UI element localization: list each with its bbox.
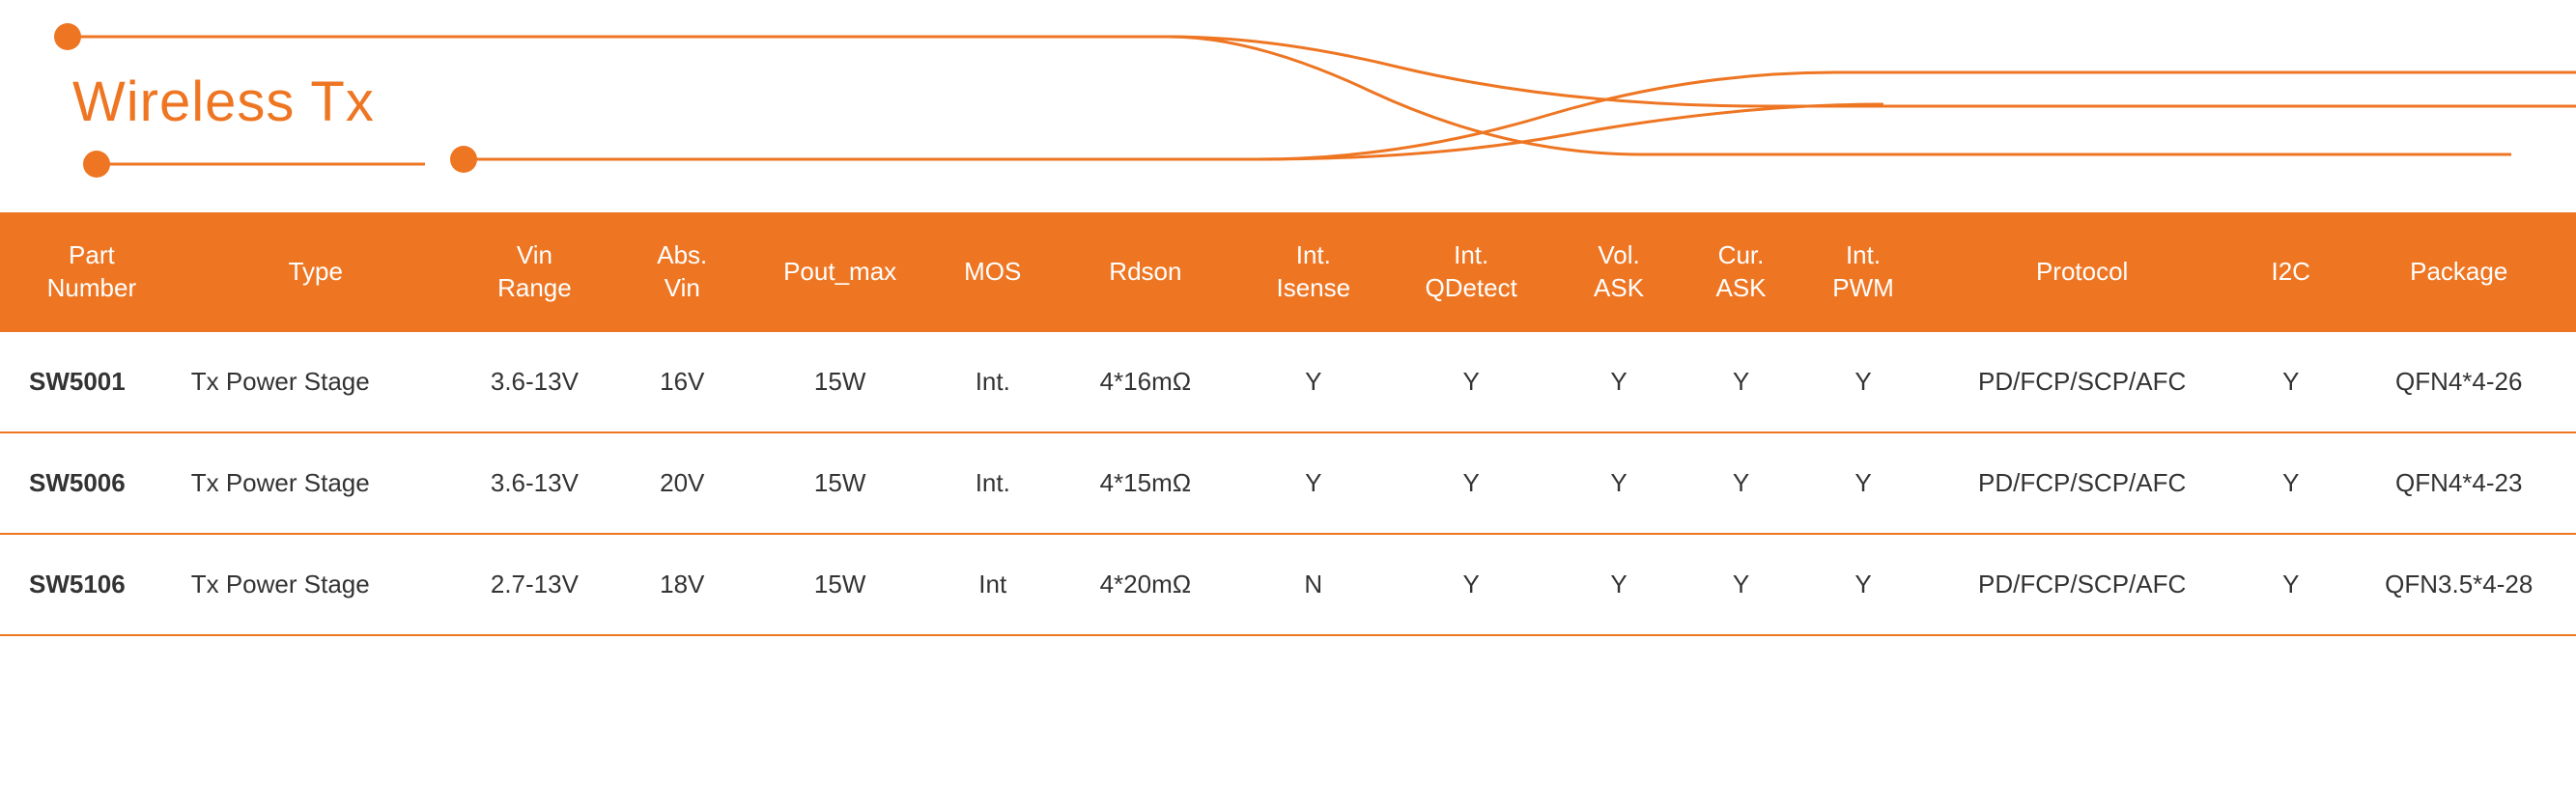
cell-part_number: SW5001: [0, 332, 184, 432]
decorative-trace-lines: [0, 0, 2576, 212]
cell-abs_vin: 20V: [621, 432, 743, 534]
col-header-rdson: Rdson: [1049, 212, 1242, 332]
header-area: Wireless Tx: [0, 0, 2576, 212]
col-header-protocol: Protocol: [1924, 212, 2240, 332]
cell-int_qdetect: Y: [1385, 432, 1558, 534]
col-header-mos: MOS: [937, 212, 1049, 332]
cell-i2c: Y: [2240, 534, 2341, 635]
col-header-vin_range: VinRange: [448, 212, 621, 332]
cell-protocol: PD/FCP/SCP/AFC: [1924, 432, 2240, 534]
cell-int_qdetect: Y: [1385, 332, 1558, 432]
cell-part_number: SW5106: [0, 534, 184, 635]
cell-mos: Int.: [937, 432, 1049, 534]
cell-vol_ask: Y: [1558, 534, 1680, 635]
cell-rdson: 4*16mΩ: [1049, 332, 1242, 432]
cell-cur_ask: Y: [1680, 534, 1801, 635]
col-header-package: Package: [2341, 212, 2576, 332]
cell-package: QFN4*4-26: [2341, 332, 2576, 432]
col-header-int_pwm: Int.PWM: [1802, 212, 1924, 332]
table-row: SW5106Tx Power Stage2.7-13V18V15WInt4*20…: [0, 534, 2576, 635]
col-header-part_number: PartNumber: [0, 212, 184, 332]
cell-mos: Int.: [937, 332, 1049, 432]
cell-type: Tx Power Stage: [184, 534, 448, 635]
col-header-int_isense: Int.Isense: [1242, 212, 1385, 332]
spec-table: PartNumberTypeVinRangeAbs.VinPout_maxMOS…: [0, 212, 2576, 636]
cell-i2c: Y: [2240, 332, 2341, 432]
cell-type: Tx Power Stage: [184, 332, 448, 432]
table-row: SW5006Tx Power Stage3.6-13V20V15WInt.4*1…: [0, 432, 2576, 534]
cell-cur_ask: Y: [1680, 432, 1801, 534]
cell-vin_range: 3.6-13V: [448, 432, 621, 534]
col-header-abs_vin: Abs.Vin: [621, 212, 743, 332]
cell-vin_range: 2.7-13V: [448, 534, 621, 635]
cell-pout_max: 15W: [744, 534, 937, 635]
cell-mos: Int: [937, 534, 1049, 635]
cell-protocol: PD/FCP/SCP/AFC: [1924, 534, 2240, 635]
cell-int_pwm: Y: [1802, 432, 1924, 534]
cell-i2c: Y: [2240, 432, 2341, 534]
col-header-i2c: I2C: [2240, 212, 2341, 332]
page-title: Wireless Tx: [72, 70, 375, 134]
col-header-int_qdetect: Int.QDetect: [1385, 212, 1558, 332]
table-row: SW5001Tx Power Stage3.6-13V16V15WInt.4*1…: [0, 332, 2576, 432]
cell-rdson: 4*15mΩ: [1049, 432, 1242, 534]
cell-pout_max: 15W: [744, 332, 937, 432]
header-row: PartNumberTypeVinRangeAbs.VinPout_maxMOS…: [0, 212, 2576, 332]
col-header-vol_ask: Vol.ASK: [1558, 212, 1680, 332]
cell-type: Tx Power Stage: [184, 432, 448, 534]
col-header-pout_max: Pout_max: [744, 212, 937, 332]
cell-part_number: SW5006: [0, 432, 184, 534]
cell-pout_max: 15W: [744, 432, 937, 534]
table-head: PartNumberTypeVinRangeAbs.VinPout_maxMOS…: [0, 212, 2576, 332]
cell-protocol: PD/FCP/SCP/AFC: [1924, 332, 2240, 432]
cell-rdson: 4*20mΩ: [1049, 534, 1242, 635]
col-header-type: Type: [184, 212, 448, 332]
cell-package: QFN4*4-23: [2341, 432, 2576, 534]
cell-int_isense: Y: [1242, 332, 1385, 432]
cell-int_isense: N: [1242, 534, 1385, 635]
cell-int_pwm: Y: [1802, 332, 1924, 432]
col-header-cur_ask: Cur.ASK: [1680, 212, 1801, 332]
cell-int_qdetect: Y: [1385, 534, 1558, 635]
cell-vol_ask: Y: [1558, 332, 1680, 432]
cell-abs_vin: 16V: [621, 332, 743, 432]
cell-package: QFN3.5*4-28: [2341, 534, 2576, 635]
cell-cur_ask: Y: [1680, 332, 1801, 432]
cell-abs_vin: 18V: [621, 534, 743, 635]
cell-vol_ask: Y: [1558, 432, 1680, 534]
table-body: SW5001Tx Power Stage3.6-13V16V15WInt.4*1…: [0, 332, 2576, 635]
cell-int_isense: Y: [1242, 432, 1385, 534]
cell-int_pwm: Y: [1802, 534, 1924, 635]
cell-vin_range: 3.6-13V: [448, 332, 621, 432]
